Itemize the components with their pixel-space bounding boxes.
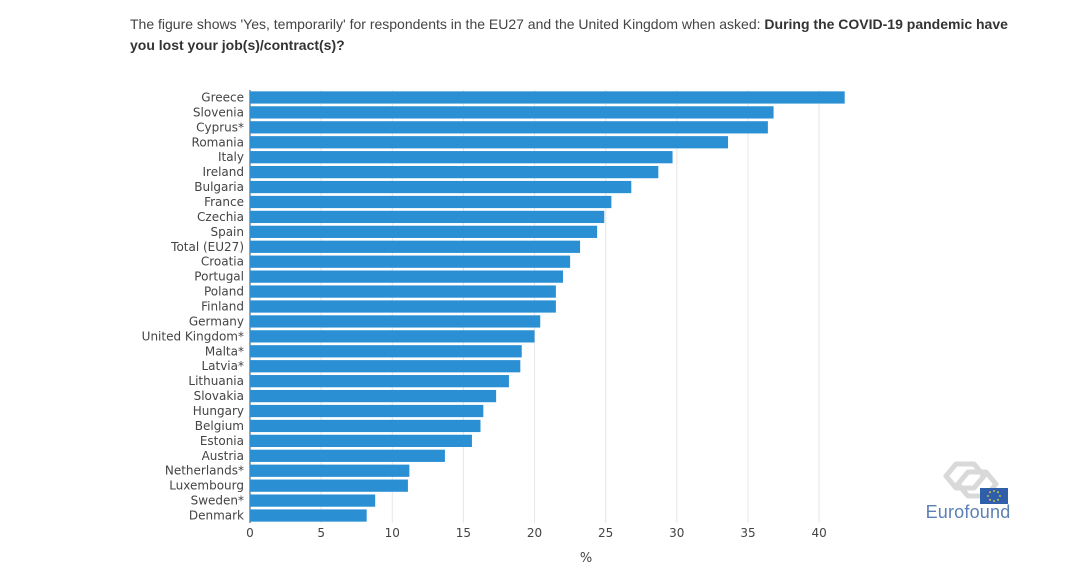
category-label: Lithuania: [188, 374, 244, 388]
bar-belgium[interactable]: [250, 419, 481, 433]
x-tick-label: 15: [456, 526, 471, 540]
category-label: Finland: [201, 300, 244, 314]
caption-question: During the COVID-19 pandemic have you lo…: [130, 16, 1008, 53]
bar-total-eu27[interactable]: [250, 240, 581, 253]
x-tick-labels: 0 5 10 15 20 25 30 35 40: [246, 526, 827, 540]
x-tick-label: 35: [740, 526, 755, 540]
x-tick-label: 40: [811, 526, 826, 540]
eurofound-logo: Eurofound: [918, 458, 1018, 524]
bar-poland[interactable]: [250, 285, 556, 298]
category-label: Denmark: [189, 509, 244, 523]
x-tick-label: 30: [669, 526, 684, 540]
category-label: Total (EU27): [170, 240, 244, 254]
category-label: Romania: [192, 135, 244, 149]
category-label: Czechia: [197, 210, 244, 224]
category-label: Portugal: [194, 270, 244, 284]
bar-austria[interactable]: [250, 449, 445, 462]
bar-netherlands[interactable]: [250, 464, 410, 477]
bar-italy[interactable]: [250, 151, 673, 164]
bar-germany[interactable]: [250, 315, 541, 328]
bar-united-kingdom[interactable]: [250, 330, 535, 343]
eurofound-logo-icon: [943, 461, 1008, 504]
bar-luxembourg[interactable]: [250, 479, 408, 492]
chart-caption: The figure shows 'Yes, temporarily' for …: [130, 14, 1030, 56]
x-axis-title: %: [580, 551, 592, 566]
category-label: Malta*: [205, 344, 244, 358]
category-label: Netherlands*: [165, 464, 244, 478]
bar-hungary[interactable]: [250, 404, 484, 418]
bar-latvia[interactable]: [250, 360, 521, 373]
x-tick-label: 10: [385, 526, 400, 540]
category-label: United Kingdom*: [142, 329, 244, 343]
category-label: Belgium: [195, 419, 244, 433]
category-label: Sweden*: [191, 494, 244, 508]
category-label: Cyprus*: [196, 120, 244, 134]
bar-greece[interactable]: [250, 91, 845, 104]
category-label: Hungary: [193, 404, 244, 418]
bar-czechia[interactable]: [250, 210, 605, 224]
eurofound-logo-text: Eurofound: [925, 502, 1011, 522]
category-label: Slovenia: [193, 105, 244, 119]
category-label: Austria: [202, 449, 244, 463]
category-label: Slovakia: [194, 389, 244, 403]
bar-bulgaria[interactable]: [250, 180, 632, 194]
bar-slovenia[interactable]: [250, 106, 774, 119]
bar-croatia[interactable]: [250, 255, 571, 268]
category-label: France: [204, 195, 244, 209]
bar-romania[interactable]: [250, 136, 729, 149]
category-label: Spain: [210, 225, 244, 239]
caption-prefix: The figure shows 'Yes, temporarily' for …: [130, 16, 765, 32]
bar-spain[interactable]: [250, 225, 598, 238]
bar-slovakia[interactable]: [250, 389, 497, 403]
bar-cyprus[interactable]: [250, 121, 768, 134]
x-tick-label: 5: [317, 526, 325, 540]
bars: [250, 91, 845, 522]
category-label: Croatia: [201, 255, 244, 269]
bar-finland[interactable]: [250, 300, 556, 313]
bar-sweden[interactable]: [250, 494, 376, 507]
x-tick-label: 25: [598, 526, 613, 540]
category-label: Greece: [201, 90, 244, 104]
bar-france[interactable]: [250, 195, 612, 209]
bar-malta[interactable]: [250, 345, 522, 358]
x-tick-label: 20: [527, 526, 542, 540]
category-label: Italy: [218, 150, 244, 164]
category-label: Bulgaria: [194, 180, 244, 194]
bar-portugal[interactable]: [250, 270, 563, 283]
category-label: Luxembourg: [169, 479, 244, 493]
category-label: Estonia: [200, 434, 244, 448]
bar-denmark[interactable]: [250, 509, 367, 522]
category-label: Germany: [189, 314, 244, 328]
category-label: Poland: [204, 285, 244, 299]
category-label: Ireland: [202, 165, 244, 179]
category-labels: GreeceSloveniaCyprus*RomaniaItalyIreland…: [142, 90, 244, 522]
category-label: Latvia*: [201, 359, 244, 373]
bar-lithuania[interactable]: [250, 375, 509, 388]
x-tick-label: 0: [246, 526, 254, 540]
bar-ireland[interactable]: [250, 165, 659, 179]
bar-estonia[interactable]: [250, 434, 472, 448]
